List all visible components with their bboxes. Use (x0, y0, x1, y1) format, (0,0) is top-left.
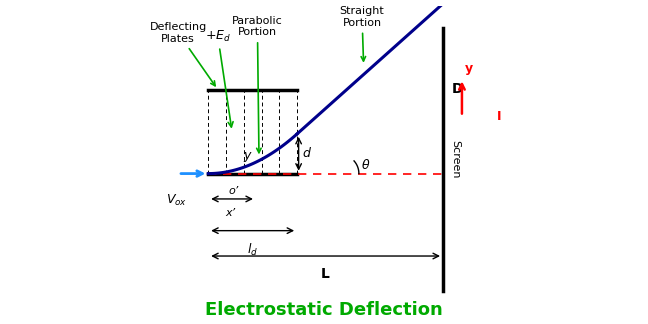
Text: o’: o’ (229, 186, 238, 196)
Text: Screen: Screen (450, 140, 461, 179)
Text: L: L (321, 267, 330, 281)
Text: $+E_d$: $+E_d$ (205, 29, 233, 127)
Text: Parabolic
Portion: Parabolic Portion (232, 16, 283, 153)
Text: y: y (243, 149, 251, 162)
Text: y: y (465, 62, 473, 75)
Text: x’: x’ (226, 208, 235, 218)
Text: $l_d$: $l_d$ (247, 242, 258, 258)
Text: Deflecting
Plates: Deflecting Plates (150, 22, 215, 86)
Text: D: D (452, 82, 463, 96)
Text: $V_{ox}$: $V_{ox}$ (166, 192, 187, 208)
Text: Straight
Portion: Straight Portion (340, 6, 384, 61)
Text: d: d (303, 147, 310, 160)
Text: θ: θ (362, 159, 369, 172)
Text: I: I (497, 110, 502, 123)
Text: Electrostatic Deflection: Electrostatic Deflection (205, 301, 443, 319)
